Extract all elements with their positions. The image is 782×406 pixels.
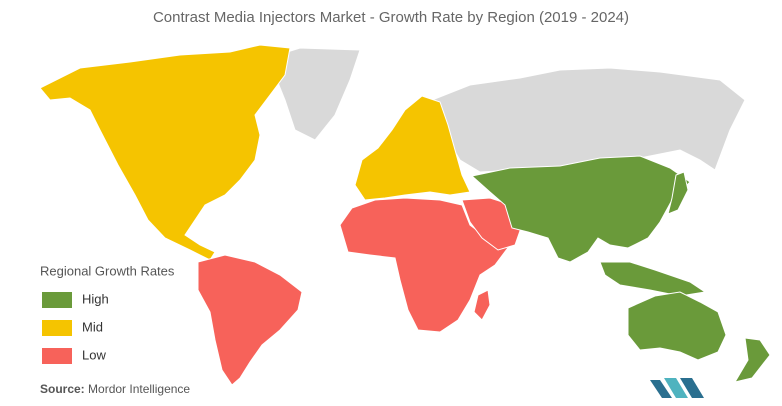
japan	[667, 171, 689, 215]
southeast-asia	[599, 261, 707, 297]
logo-shape	[664, 378, 688, 398]
north-america	[39, 44, 291, 261]
source-text: Mordor Intelligence	[88, 382, 190, 396]
legend: High Mid Low	[42, 291, 109, 364]
legend-swatch	[42, 292, 72, 308]
russia	[431, 67, 746, 173]
legend-swatch	[42, 320, 72, 336]
logo-shape	[650, 380, 672, 398]
australia	[627, 291, 727, 361]
europe	[354, 95, 471, 201]
greenland	[267, 47, 361, 141]
source: Source: Mordor Intelligence	[40, 382, 190, 396]
asia	[470, 155, 691, 263]
map-title: Contrast Media Injectors Market - Growth…	[153, 9, 629, 26]
legend-label: Low	[82, 347, 106, 362]
legend-label: High	[82, 291, 109, 306]
new-zealand	[733, 337, 771, 383]
legend-title: Regional Growth Rates	[40, 263, 175, 278]
legend-label: Mid	[82, 319, 103, 334]
logo	[650, 378, 704, 398]
madagascar	[473, 289, 491, 321]
source-label: Source:	[40, 382, 85, 396]
south-america	[197, 254, 303, 386]
map	[39, 44, 771, 386]
logo-shape	[680, 378, 704, 398]
africa	[339, 197, 511, 333]
legend-swatch	[42, 348, 72, 364]
